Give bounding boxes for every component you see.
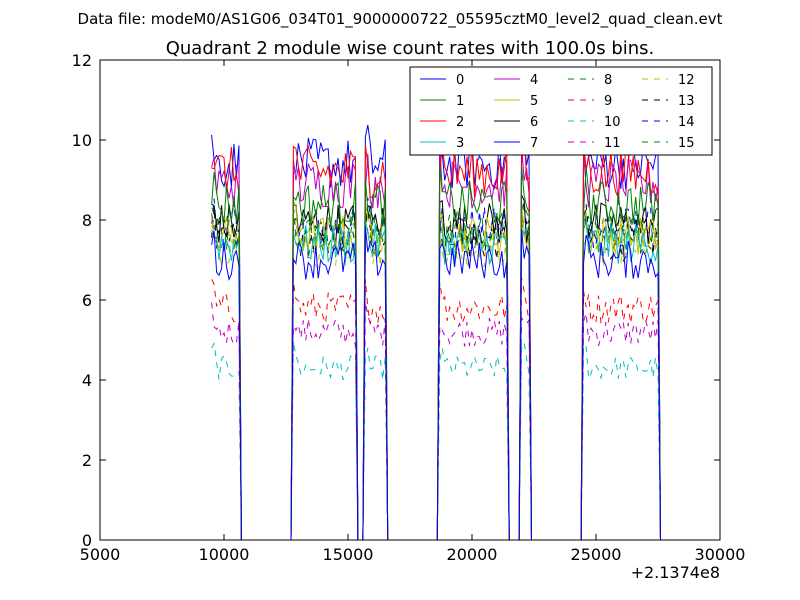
legend-label-9: 9	[604, 94, 612, 109]
y-tick-label: 0	[82, 531, 92, 550]
y-tick-label: 12	[72, 51, 92, 70]
legend-label-12: 12	[678, 73, 695, 88]
legend-label-14: 14	[678, 115, 695, 130]
y-tick-label: 2	[82, 451, 92, 470]
legend-label-15: 15	[678, 136, 695, 151]
y-tick-label: 10	[72, 131, 92, 150]
legend-label-2: 2	[456, 115, 464, 130]
legend-box	[409, 66, 713, 156]
legend-label-0: 0	[456, 73, 464, 88]
chart-title: Quadrant 2 module wise count rates with …	[166, 38, 655, 59]
legend-label-3: 3	[456, 136, 464, 151]
legend-label-13: 13	[678, 94, 695, 109]
y-tick-label: 6	[82, 291, 92, 310]
datafile-label: Data file: modeM0/AS1G06_034T01_90000007…	[78, 10, 723, 29]
x-tick-label: 20000	[447, 545, 498, 564]
x-tick-label: 5000	[80, 545, 121, 564]
legend-label-6: 6	[530, 115, 538, 130]
x-tick-label: 30000	[695, 545, 746, 564]
legend-label-1: 1	[456, 94, 464, 109]
legend-label-8: 8	[604, 73, 612, 88]
y-tick-label: 8	[82, 211, 92, 230]
legend-label-5: 5	[530, 94, 538, 109]
series-line-9	[211, 277, 661, 541]
legend-label-7: 7	[530, 136, 538, 151]
x-tick-label: 25000	[571, 545, 622, 564]
legend-label-11: 11	[604, 136, 621, 151]
legend-label-10: 10	[604, 115, 621, 130]
legend-label-4: 4	[530, 73, 538, 88]
y-tick-label: 4	[82, 371, 92, 390]
x-tick-label: 15000	[323, 545, 374, 564]
x-tick-label: 10000	[199, 545, 250, 564]
x-offset-label: +2.1374e8	[631, 563, 720, 582]
